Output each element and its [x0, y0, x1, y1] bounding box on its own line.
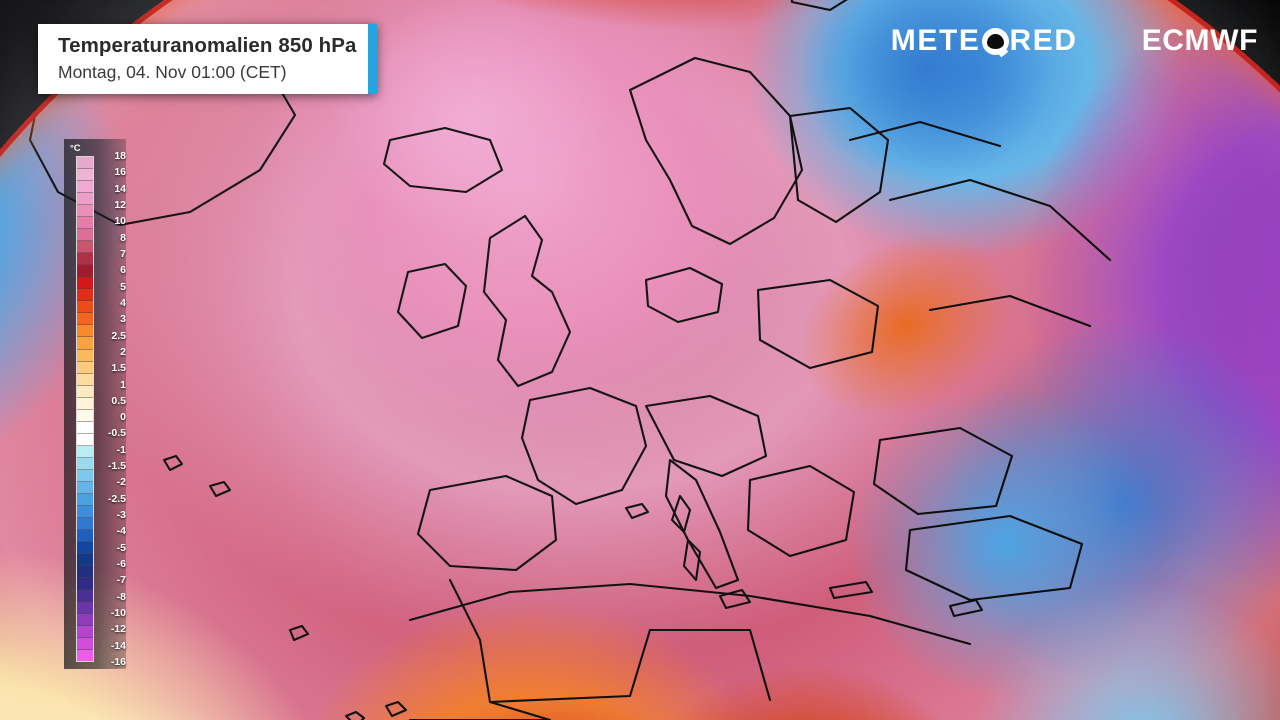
- meteored-o-icon: [981, 27, 1009, 55]
- legend-swatch: [77, 566, 93, 579]
- legend-tick-labels: 18 16 14 12 10 8 7 6 5 4 3 2.5 2 1.5 1 0.5 0 -0.5 -1 -1.5 -2…: [98, 150, 128, 668]
- legend-tick-label: -10: [110, 607, 126, 620]
- legend-tick-label: -6: [116, 558, 126, 571]
- legend-swatch: [77, 529, 93, 542]
- legend-tick-label: 5: [120, 280, 126, 293]
- legend-swatch: [77, 241, 93, 254]
- legend-swatch: [77, 169, 93, 182]
- legend-swatch: [77, 253, 93, 266]
- legend-tick-label: 7: [120, 247, 126, 260]
- legend-swatch: [77, 505, 93, 518]
- legend-swatch: [77, 493, 93, 506]
- legend-swatch: [77, 445, 93, 458]
- legend-swatch: [77, 229, 93, 242]
- legend-swatch: [77, 638, 93, 651]
- legend-swatch: [77, 397, 93, 410]
- legend-panel: [64, 139, 126, 669]
- page-title: Temperaturanomalien 850 hPa: [58, 34, 357, 57]
- legend-tick-label: 14: [114, 182, 126, 195]
- legend-tick-label: -3: [116, 509, 126, 522]
- legend-tick-label: -0.5: [107, 427, 126, 440]
- legend-swatch: [77, 650, 93, 662]
- legend-tick-label: -1.5: [107, 460, 126, 473]
- legend-tick-label: -1: [116, 443, 126, 456]
- legend-tick-label: -8: [116, 590, 126, 603]
- legend-swatch: [77, 602, 93, 615]
- legend-swatch: [77, 205, 93, 218]
- legend-swatch: [77, 433, 93, 446]
- legend-tick-label: -14: [110, 639, 126, 652]
- legend-tick-label: -2: [116, 476, 126, 489]
- legend-tick-label: 16: [114, 166, 126, 179]
- legend-swatch: [77, 385, 93, 398]
- legend-swatch: [77, 542, 93, 555]
- legend-swatch: [77, 193, 93, 206]
- legend-tick-label: 1.5: [111, 362, 126, 375]
- meteored-logo: METE RED: [891, 24, 1078, 58]
- legend-tick-label: -12: [110, 623, 126, 636]
- legend-swatch: [77, 313, 93, 326]
- ecmwf-label: ECMWF: [1141, 24, 1258, 57]
- legend-swatch: [77, 157, 93, 170]
- legend-tick-label: 2.5: [111, 329, 126, 342]
- legend-swatch: [77, 469, 93, 482]
- legend-tick-label: 12: [114, 198, 126, 211]
- legend-tick-label: 6: [120, 264, 126, 277]
- legend-swatch: [77, 277, 93, 290]
- legend-tick-label: -5: [116, 541, 126, 554]
- legend-swatch: [77, 349, 93, 362]
- legend-swatch: [77, 301, 93, 314]
- brand-bar: METE RED ECMWF: [891, 24, 1258, 58]
- legend-colorbar[interactable]: [76, 156, 94, 662]
- legend-swatch: [77, 578, 93, 591]
- legend-swatch: [77, 457, 93, 470]
- ecmwf-logo-group: ECMWF: [1096, 24, 1258, 58]
- legend-swatch: [77, 626, 93, 639]
- legend-tick-label: 10: [114, 215, 126, 228]
- legend-tick-label: 3: [120, 313, 126, 326]
- title-card: Temperaturanomalien 850 hPa Montag, 04. …: [38, 24, 377, 94]
- legend-tick-label: -7: [116, 574, 126, 587]
- meteored-label-after: RED: [1009, 24, 1078, 57]
- legend-swatch: [77, 337, 93, 350]
- legend-swatch: [77, 554, 93, 567]
- meteored-label-before: METE: [890, 24, 981, 57]
- legend-swatch: [77, 289, 93, 302]
- legend-swatch: [77, 590, 93, 603]
- legend-tick-label: 4: [120, 296, 126, 309]
- legend-swatch: [77, 361, 93, 374]
- legend-tick-label: -16: [110, 656, 126, 668]
- legend-swatch: [77, 181, 93, 194]
- legend-swatch: [77, 614, 93, 627]
- legend-swatch: [77, 325, 93, 338]
- legend-tick-label: 0: [120, 411, 126, 424]
- legend-tick-label: 8: [120, 231, 126, 244]
- legend-tick-label: 1: [120, 378, 126, 391]
- legend-tick-label: -4: [116, 525, 126, 538]
- legend-tick-label: -2.5: [107, 492, 126, 505]
- legend-swatch: [77, 217, 93, 230]
- legend-swatch: [77, 409, 93, 422]
- forecast-timestamp: Montag, 04. Nov 01:00 (CET): [58, 61, 287, 82]
- legend-swatch: [77, 265, 93, 278]
- legend-swatch: [77, 373, 93, 386]
- legend-swatch: [77, 517, 93, 530]
- legend-swatch: [77, 481, 93, 494]
- legend-swatch: [77, 421, 93, 434]
- legend-unit-label: °C: [70, 143, 81, 154]
- legend-tick-label: 0.5: [111, 394, 126, 407]
- ecmwf-circles-icon: [1096, 27, 1136, 56]
- legend-tick-label: 18: [114, 150, 126, 162]
- legend-tick-label: 2: [120, 345, 126, 358]
